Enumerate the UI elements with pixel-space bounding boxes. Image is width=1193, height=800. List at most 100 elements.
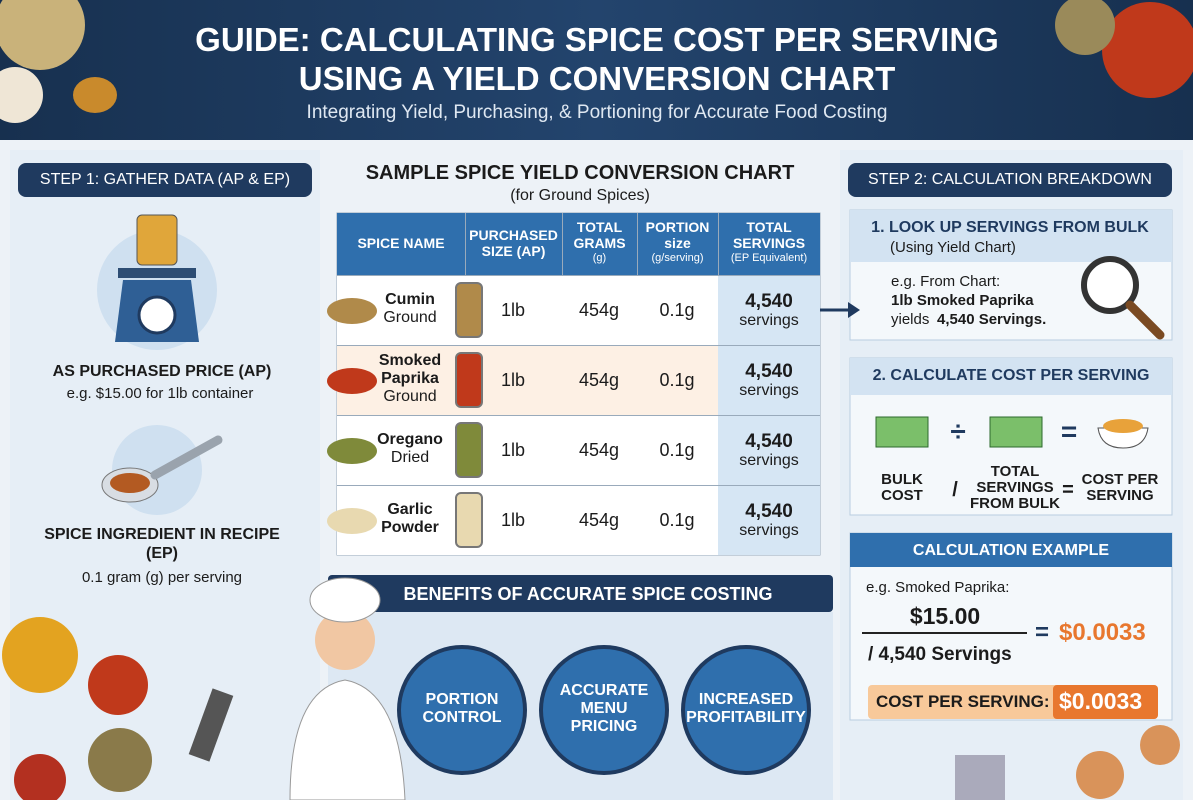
servings-cell-bg	[718, 345, 820, 415]
servings-cell-bg	[718, 415, 820, 485]
formula-label: FROM BULK	[970, 495, 1060, 512]
example-header	[850, 533, 1172, 567]
chili-bowl	[14, 754, 66, 800]
spice-form: Ground	[383, 309, 437, 326]
spice-form: Ground	[383, 388, 437, 405]
servings: 4,540	[745, 291, 793, 312]
portion: 0.1g	[659, 370, 695, 390]
spice-form: Dried	[390, 449, 430, 466]
servings: 4,540	[745, 501, 793, 522]
denominator: / 4,540 Servings	[868, 644, 1012, 665]
final-value-bg	[1053, 685, 1158, 719]
spice-jar	[455, 282, 483, 338]
title: USING A YIELD CONVERSION CHART	[298, 60, 896, 97]
column-header: GRAMS	[573, 235, 626, 251]
lookup-example: e.g. From Chart:	[891, 273, 1001, 290]
yields-value: 4,540 Servings.	[937, 311, 1047, 328]
servings-cell-bg	[718, 485, 820, 555]
step2-heading: STEP 2: CALCULATION BREAKDOWN	[868, 171, 1152, 188]
spice-bowl	[0, 67, 43, 123]
benefit-text: ACCURATE	[559, 682, 649, 699]
table-subtitle: (for Ground Spices)	[510, 187, 650, 204]
size: 1lb	[500, 510, 526, 530]
servings-unit: servings	[739, 382, 799, 399]
final-value: $0.0033	[1059, 688, 1143, 714]
spice-name: Smoked	[378, 352, 442, 369]
spice-pile	[327, 438, 377, 464]
spatula	[188, 688, 234, 762]
column-header: TOTAL	[576, 219, 623, 235]
spoon-handle	[150, 435, 223, 480]
spice-pile	[327, 508, 377, 534]
spoon-spice	[110, 473, 150, 493]
example-title: CALCULATION EXAMPLE	[912, 542, 1110, 559]
calculate-header	[850, 358, 1172, 395]
benefit-text: PROFITABILITY	[686, 709, 806, 726]
spice-pile	[327, 368, 377, 394]
benefit-text: MENU	[580, 700, 628, 717]
magnifier-icon	[1081, 256, 1139, 314]
final-label: COST PER SERVING:	[876, 692, 1050, 711]
grams: 454g	[578, 300, 620, 320]
formula-label: /	[952, 479, 958, 501]
column-header: SIZE (AP)	[481, 243, 546, 259]
size: 1lb	[500, 300, 526, 320]
ep-title: SPICE INGREDIENT IN RECIPE	[44, 526, 280, 543]
scale-icon	[118, 268, 196, 278]
money-stack-icon	[989, 416, 1043, 448]
step1-heading: STEP 1: GATHER DATA (AP & EP)	[39, 171, 291, 188]
spice-name: Paprika	[381, 370, 439, 387]
equals: =	[1035, 619, 1050, 646]
ap-title: AS PURCHASED PRICE (AP)	[52, 363, 272, 380]
column-unit: (g)	[592, 252, 607, 264]
ap-text: e.g. $15.00 for 1lb container	[66, 385, 254, 402]
op-symbol: =	[1060, 416, 1078, 447]
op-symbol: ÷	[950, 416, 966, 447]
egg	[1076, 751, 1124, 799]
money-icon	[875, 416, 929, 448]
column-header: TOTAL	[746, 219, 792, 235]
spice-name: Garlic	[387, 501, 433, 518]
egg	[1140, 725, 1180, 765]
formula-label: SERVINGS	[976, 479, 1054, 496]
formula-label: COST PER	[1081, 471, 1159, 488]
spice-jar	[455, 352, 483, 408]
step1-heading-bg	[18, 163, 312, 197]
paprika-bowl	[88, 655, 148, 715]
benefit-text: CONTROL	[422, 709, 502, 726]
benefits-heading-bg	[328, 575, 833, 612]
servings-cell-bg	[718, 275, 820, 345]
spice-bowl	[0, 0, 85, 70]
portion: 0.1g	[659, 300, 695, 320]
table-header-bg	[337, 213, 820, 275]
chef-face	[315, 610, 375, 670]
spice-jar	[455, 422, 483, 478]
formula-label: BULK	[881, 471, 923, 488]
spice-pile	[1055, 0, 1115, 55]
column-header: PURCHASED	[469, 227, 558, 243]
grater	[955, 755, 1005, 800]
header-band	[0, 0, 1193, 140]
benefit-circle	[397, 645, 527, 775]
benefit-text: PRICING	[570, 718, 638, 735]
column-header: size	[664, 235, 691, 251]
benefit-text: PORTION	[425, 691, 499, 708]
formula-label: COST	[881, 487, 923, 504]
formula-label: =	[1062, 479, 1074, 501]
servings: 4,540	[745, 361, 793, 382]
spice-name: Cumin	[385, 291, 435, 308]
size: 1lb	[500, 440, 526, 460]
spice-pile	[327, 298, 377, 324]
chef-hat	[309, 577, 381, 623]
jar-icon	[136, 214, 178, 266]
lookup-title: 1. LOOK UP SERVINGS FROM BULK	[871, 219, 1149, 236]
result: $0.0033	[1059, 619, 1146, 646]
chef-body	[289, 679, 406, 800]
lookup-example: 1lb Smoked Paprika	[891, 292, 1034, 309]
magnifier-handle	[1125, 300, 1165, 340]
spice-name: Powder	[381, 519, 439, 536]
formula-label: SERVING	[1086, 487, 1154, 504]
spoon	[73, 77, 117, 113]
size: 1lb	[500, 370, 526, 390]
